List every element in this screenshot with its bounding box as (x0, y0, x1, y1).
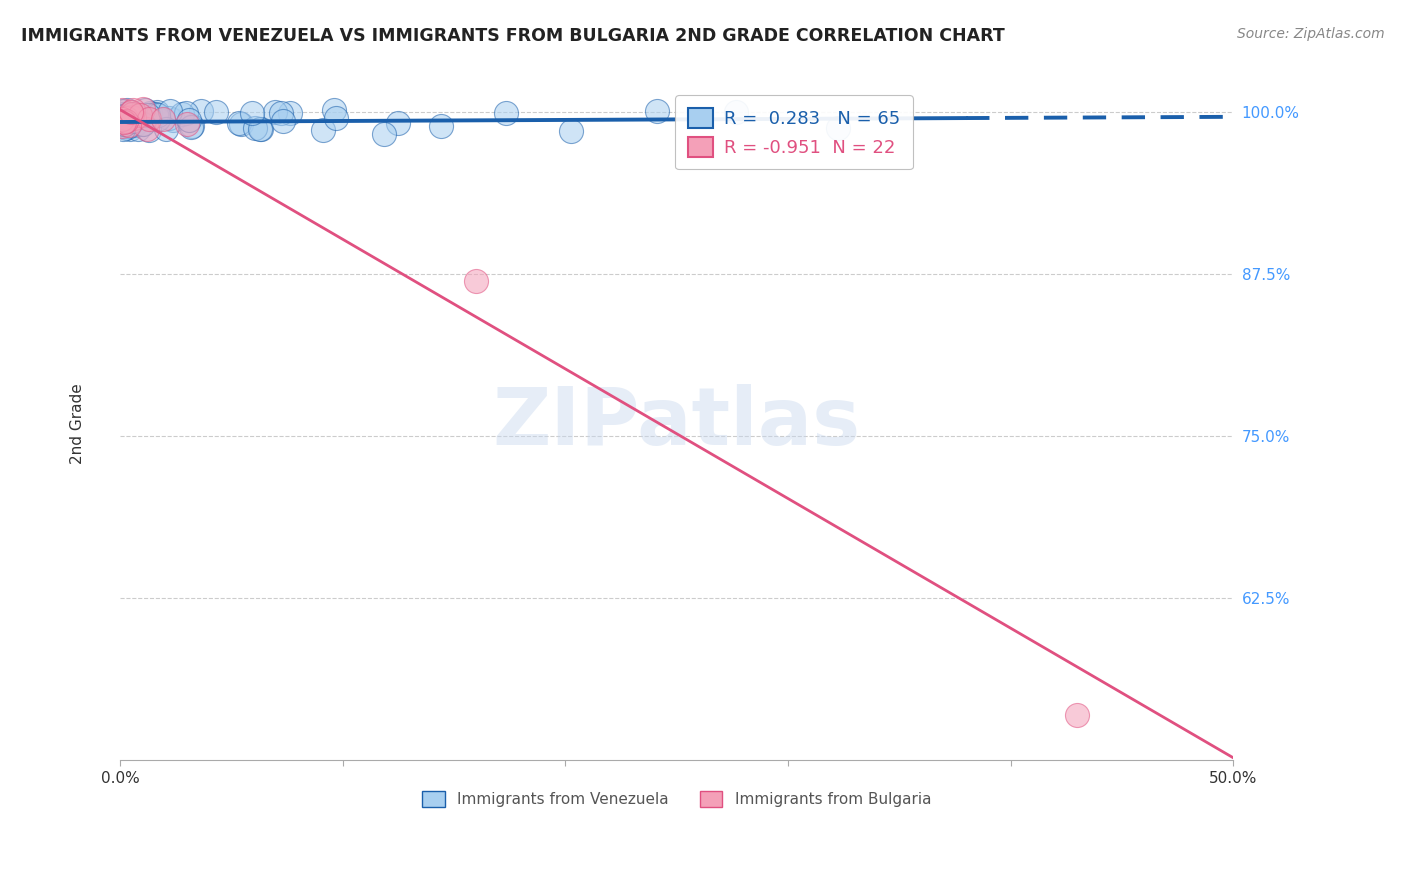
Point (180, 120, 202, 134)
Point (245, 121, 267, 136)
Point (118, 118, 141, 132)
Point (118, 122, 141, 136)
Point (155, 122, 177, 136)
Point (111, 120, 134, 134)
Point (205, 105, 228, 120)
Point (325, 111, 347, 125)
Point (120, 110, 142, 124)
Text: IMMIGRANTS FROM VENEZUELA VS IMMIGRANTS FROM BULGARIA 2ND GRADE CORRELATION CHAR: IMMIGRANTS FROM VENEZUELA VS IMMIGRANTS … (21, 27, 1005, 45)
Point (138, 123, 160, 137)
Point (111, 112, 134, 126)
Point (229, 117, 252, 131)
Text: 2nd Grade: 2nd Grade (70, 383, 86, 464)
Point (132, 117, 155, 131)
Point (115, 114, 138, 128)
Point (249, 122, 271, 136)
Point (152, 112, 174, 127)
Point (278, 106, 301, 120)
Point (111, 104, 134, 119)
Point (136, 121, 159, 136)
Point (111, 103, 134, 117)
Point (162, 112, 184, 127)
Point (190, 103, 212, 118)
Point (114, 117, 136, 131)
Point (170, 107, 193, 121)
Point (129, 108, 152, 122)
Point (120, 104, 142, 119)
Point (115, 120, 138, 135)
Point (122, 107, 145, 121)
Point (263, 104, 285, 119)
Point (645, 104, 668, 119)
Point (132, 103, 155, 117)
Point (159, 111, 181, 125)
Point (495, 106, 517, 120)
Point (134, 103, 156, 117)
Point (122, 111, 145, 125)
Point (122, 118, 145, 132)
Point (373, 127, 395, 141)
Point (146, 104, 169, 119)
Text: ZIPatlas: ZIPatlas (492, 384, 860, 462)
Point (121, 113, 143, 128)
Point (117, 107, 139, 121)
Point (159, 104, 181, 119)
Point (176, 105, 198, 120)
Point (323, 103, 346, 118)
Point (115, 103, 138, 118)
Point (127, 121, 149, 136)
Point (145, 106, 167, 120)
Point (560, 124, 582, 138)
Point (124, 111, 146, 125)
Point (111, 122, 134, 136)
Point (430, 119, 453, 133)
Point (118, 120, 141, 134)
Text: Source: ZipAtlas.com: Source: ZipAtlas.com (1237, 27, 1385, 41)
Point (117, 115, 139, 129)
Point (312, 123, 335, 137)
Point (111, 110, 134, 124)
Point (146, 108, 169, 122)
Point (128, 110, 150, 124)
Point (138, 112, 160, 127)
Point (176, 117, 198, 131)
Point (270, 106, 292, 120)
Point (465, 274, 488, 288)
Point (228, 116, 250, 130)
Point (271, 114, 294, 128)
Point (242, 106, 264, 120)
Point (121, 106, 143, 120)
Point (725, 105, 748, 120)
Point (111, 107, 134, 121)
Point (136, 108, 159, 122)
Point (1066, 708, 1088, 723)
Point (139, 106, 162, 120)
Point (249, 121, 271, 136)
Point (121, 103, 143, 118)
Point (145, 112, 167, 127)
Point (117, 117, 139, 131)
Point (180, 120, 202, 134)
Point (124, 118, 146, 132)
Point (115, 120, 138, 134)
Legend: Immigrants from Venezuela, Immigrants from Bulgaria: Immigrants from Venezuela, Immigrants fr… (416, 785, 938, 814)
Point (827, 121, 849, 136)
Point (111, 109, 134, 123)
Point (146, 112, 169, 127)
Point (132, 116, 155, 130)
Point (177, 113, 200, 128)
Point (112, 117, 135, 131)
Point (114, 112, 136, 126)
Point (112, 114, 135, 128)
Point (387, 116, 409, 130)
